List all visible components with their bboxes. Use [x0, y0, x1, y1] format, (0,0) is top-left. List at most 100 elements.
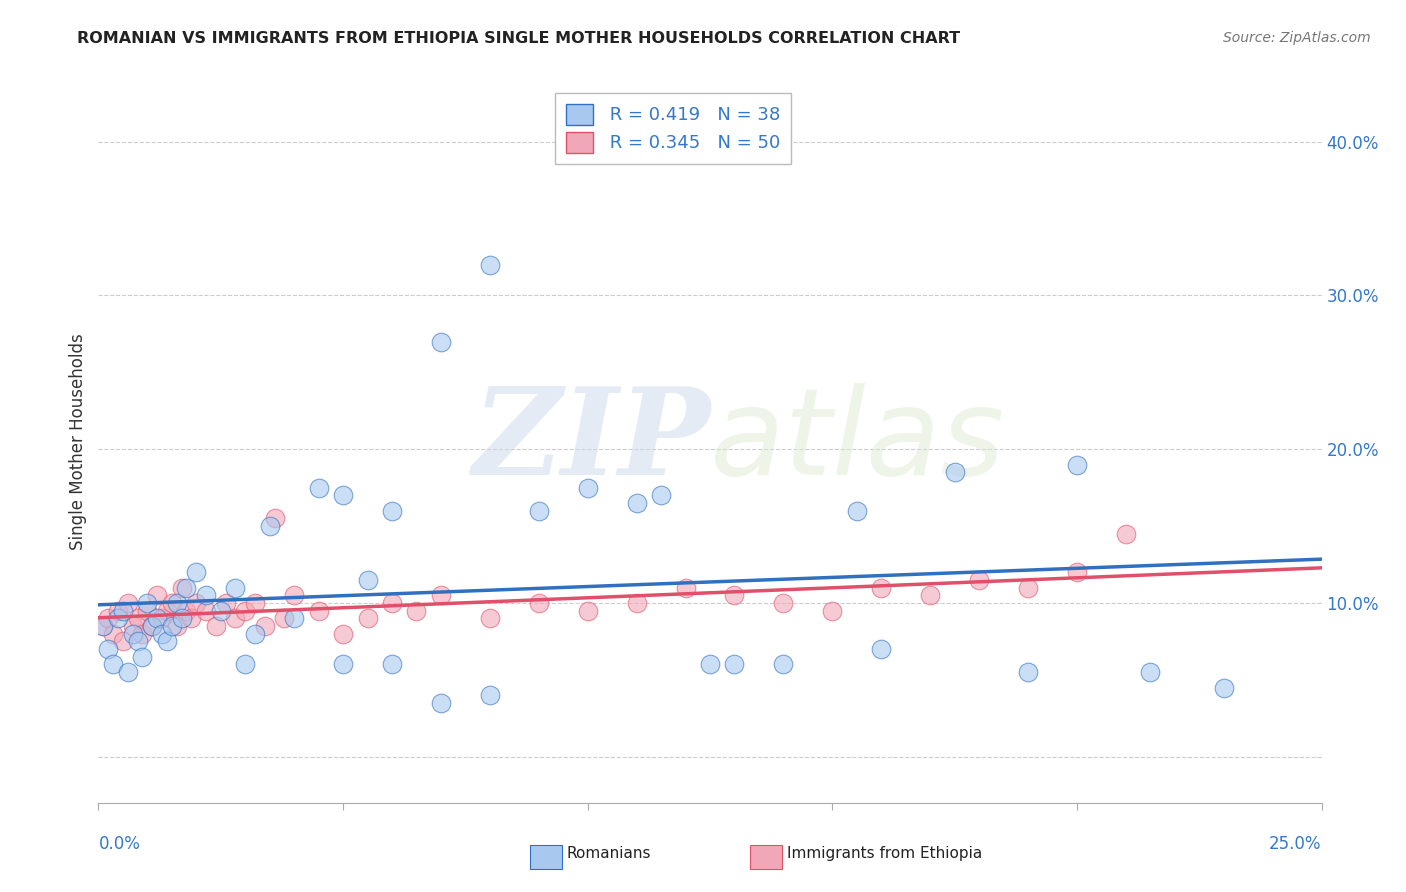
Legend:  R = 0.419   N = 38,  R = 0.345   N = 50: R = 0.419 N = 38, R = 0.345 N = 50 [555, 93, 792, 163]
Point [214, 596, 236, 610]
Point [626, 596, 648, 610]
Point [121, 619, 143, 633]
Point [405, 604, 427, 618]
Point [117, 665, 139, 680]
Text: Romanians: Romanians [567, 846, 651, 861]
Point [263, 511, 285, 525]
Point [160, 596, 183, 610]
Point [91, 619, 114, 633]
Point [821, 604, 844, 618]
Point [156, 604, 179, 618]
Point [675, 581, 697, 595]
Y-axis label: Single Mother Households: Single Mother Households [69, 334, 87, 549]
Point [141, 619, 163, 633]
Point [156, 634, 179, 648]
Point [186, 565, 208, 579]
Point [195, 588, 218, 602]
Point [1017, 665, 1039, 680]
Point [527, 596, 550, 610]
Point [111, 634, 134, 648]
Point [150, 626, 173, 640]
FancyBboxPatch shape [751, 845, 782, 870]
Point [920, 588, 942, 602]
Point [224, 611, 246, 625]
Point [772, 596, 794, 610]
Point [205, 619, 228, 633]
Point [1017, 581, 1039, 595]
Point [845, 504, 868, 518]
Text: ROMANIAN VS IMMIGRANTS FROM ETHIOPIA SINGLE MOTHER HOUSEHOLDS CORRELATION CHART: ROMANIAN VS IMMIGRANTS FROM ETHIOPIA SIN… [77, 31, 960, 46]
Point [1066, 458, 1088, 472]
Point [160, 619, 183, 633]
Point [967, 573, 990, 587]
Text: atlas: atlas [710, 383, 1005, 500]
Point [176, 581, 198, 595]
Point [1139, 665, 1161, 680]
Point [117, 596, 139, 610]
Point [243, 596, 266, 610]
Point [233, 657, 256, 672]
Text: 25.0%: 25.0% [1270, 835, 1322, 854]
Point [772, 657, 794, 672]
Point [332, 626, 354, 640]
Point [870, 581, 893, 595]
Point [283, 588, 305, 602]
Point [943, 465, 966, 479]
Point [381, 657, 404, 672]
Point [176, 604, 198, 618]
Point [243, 626, 266, 640]
Point [91, 619, 114, 633]
Point [233, 604, 256, 618]
Point [430, 696, 453, 710]
Point [626, 496, 648, 510]
Point [146, 611, 169, 625]
Point [478, 258, 501, 272]
Point [97, 642, 120, 657]
Point [723, 657, 745, 672]
Point [170, 581, 193, 595]
Point [870, 642, 893, 657]
Point [127, 634, 149, 648]
Point [650, 488, 672, 502]
Point [97, 611, 120, 625]
Point [1212, 681, 1234, 695]
Point [430, 588, 453, 602]
Point [478, 611, 501, 625]
Point [576, 481, 599, 495]
Point [101, 626, 124, 640]
Point [308, 604, 330, 618]
Point [107, 611, 129, 625]
Point [253, 619, 276, 633]
Point [195, 604, 218, 618]
Point [1115, 526, 1137, 541]
Text: Source: ZipAtlas.com: Source: ZipAtlas.com [1223, 31, 1371, 45]
Point [699, 657, 721, 672]
Point [381, 504, 404, 518]
Point [146, 588, 169, 602]
Point [141, 619, 163, 633]
Point [131, 626, 153, 640]
Point [180, 611, 202, 625]
Point [430, 334, 453, 349]
Point [356, 611, 378, 625]
Text: ZIP: ZIP [472, 383, 710, 500]
Text: Immigrants from Ethiopia: Immigrants from Ethiopia [787, 846, 983, 861]
Point [127, 611, 149, 625]
Point [170, 611, 193, 625]
Point [273, 611, 295, 625]
Point [308, 481, 330, 495]
Point [101, 657, 124, 672]
Point [166, 619, 188, 633]
Text: 0.0%: 0.0% [98, 835, 141, 854]
Point [283, 611, 305, 625]
Point [1066, 565, 1088, 579]
Point [381, 596, 404, 610]
Point [527, 504, 550, 518]
Point [186, 596, 208, 610]
Point [150, 611, 173, 625]
Point [723, 588, 745, 602]
Point [136, 604, 159, 618]
Point [332, 488, 354, 502]
Point [136, 596, 159, 610]
Point [478, 688, 501, 702]
